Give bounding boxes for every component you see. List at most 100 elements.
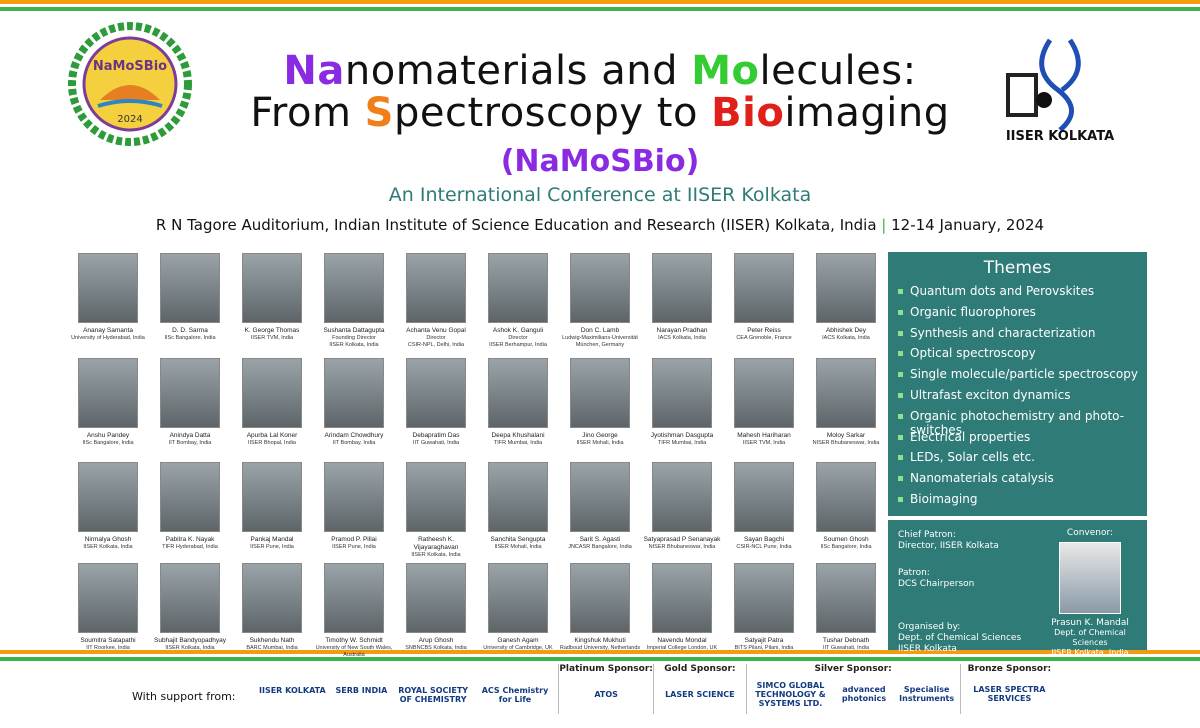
speaker-card: Satyaprasad P Senanayak NISER Bhubaneswar… [641,462,723,551]
speaker-name: Pankaj Mandal [250,536,294,543]
speaker-name: Sarit S. Agasti [579,536,621,543]
speaker-card: Soumen Ghosh IISc Bangalore, India [805,462,887,551]
supporters: IISER KOLKATA SERB INDIA ROYAL SOCIETY OF … [255,686,555,704]
speaker-affiliation: NISER Bhubaneswar, India [648,544,716,550]
speaker-affiliation: IISER Bhopal, India [247,440,296,446]
speaker-affiliation: Director [426,335,446,341]
speaker-affiliation: IISER Kolkata, India [411,552,461,558]
sponsor-logos: LASER SPECTRA SERVICES [961,674,1058,714]
speaker-name: Sukhendu Nath [249,637,295,644]
title-segment: Bio [711,90,785,136]
convenor-name: Prasun K. Mandal [1051,618,1129,628]
speaker-name: Peter Reiss [747,327,781,334]
speaker-affiliation: IISc Bangalore, India [820,544,872,550]
theme-item: Organic fluorophores [898,305,1147,326]
organizer-label: Patron: [898,568,930,578]
speaker-card: Moloy Sarkar NISER Bhubaneswar, India [805,358,887,447]
speaker-name: Arindam Chowdhury [324,432,384,439]
sponsor-logo: Specialise Instruments [899,685,955,703]
speaker-photo [160,563,220,633]
speaker-photo [160,358,220,428]
speaker-affiliation: TIFR Hyderabad, India [162,544,218,550]
sponsor-logos: SIMCO GLOBAL TECHNOLOGY & SYSTEMS LTD. ad… [747,674,960,714]
speaker-name: Satyajit Patra [744,637,784,644]
speaker-photo [570,253,630,323]
speaker-photo [160,462,220,532]
speaker-card: Sushanta Dattagupta Founding Director IISE… [313,253,395,349]
stripe [0,657,1200,661]
organizer-label: Organised by: [898,622,961,632]
sponsor-logo: SIMCO GLOBAL TECHNOLOGY & SYSTEMS LTD. [755,680,826,708]
speaker-card: Pramod P. Pillai IISER Pune, India [313,462,395,551]
speaker-photo [78,358,138,428]
speaker-affiliation: München, Germany [575,342,625,348]
speaker-affiliation: CSIR-NCL Pune, India [736,544,792,550]
acronym: (NaMoSBio) [500,144,700,179]
sponsor-logos: LASER SCIENCE [654,674,745,714]
supporter-logo: ACS Chemistry for Life [481,686,549,704]
speaker-name: Sanchita Sengupta [490,536,546,543]
speaker-photo [652,358,712,428]
speaker-photo [488,253,548,323]
speaker-affiliation: IISER Mohali, India [576,440,624,446]
speaker-name: Tushar Debnath [822,637,870,644]
organizer: Patron: DCS Chairperson [898,568,974,590]
speaker-affiliation: IISER TVM, India [742,440,786,446]
stripe [0,650,1200,654]
speaker-card: Don C. Lamb Ludwig-Maximilians-Universitä… [559,253,641,349]
speaker-name: Jyotishman Dasgupta [650,432,714,439]
speaker-photo [734,253,794,323]
title-line: From Spectroscopy to Bioimaging [0,90,1200,136]
supporter-logo: ROYAL SOCIETY OF CHEMISTRY [398,686,469,704]
speaker-name: Achanta Venu Gopal [406,327,466,334]
speaker-name: Narayan Pradhan [656,327,708,334]
speaker-affiliation: SNBNCBS Kolkata, India [405,645,467,651]
speaker-name: Ratheesh K. Vijayaraghavan [413,536,459,551]
speaker-name: Deepa Khushalani [491,432,545,439]
speaker-photo [78,462,138,532]
speaker-name: Nirmalya Ghosh [84,536,132,543]
speaker-card: Sarit S. Agasti JNCASR Bangalore, India [559,462,641,551]
speaker-affiliation: IISER Pune, India [250,544,294,550]
theme-item: Quantum dots and Perovskites [898,284,1147,305]
sponsor-tier: Bronze Sponsor: [967,664,1052,674]
speaker-affiliation: IISER Mohali, India [494,544,542,550]
theme-item: LEDs, Solar cells etc. [898,450,1147,471]
sponsor-logo: advanced photonics [841,685,887,703]
speaker-name: Apurba Lal Koner [246,432,298,439]
speaker-card: Subhajit Bandyopadhyay IISER Kolkata, Ind… [149,563,231,652]
sponsor-group: Gold Sponsor: LASER SCIENCE [653,664,745,714]
speaker-card: Peter Reiss CEA Grenoble, France [723,253,805,342]
title-segment: From [250,90,365,136]
speaker-photo [242,358,302,428]
speaker-name: D. D. Sarma [172,327,208,334]
sponsor-logo: LASER SCIENCE [665,689,735,699]
title-segment: Na [283,48,345,94]
speaker-card: Pankaj Mandal IISER Pune, India [231,462,313,551]
speaker-affiliation: Ludwig-Maximilians-Universität [562,335,638,341]
speaker-photo [816,253,876,323]
speaker-photo [324,253,384,323]
speaker-name: Mahesh Hariharan [737,432,791,439]
dates: 12-14 January, 2024 [891,216,1045,234]
speaker-name: K. George Thomas [244,327,300,334]
speaker-affiliation: IIT Bombay, India [168,440,212,446]
speaker-photo [242,462,302,532]
speaker-photo [734,462,794,532]
speaker-card: Sayan Bagchi CSIR-NCL Pune, India [723,462,805,551]
speaker-card: Anindya Datta IIT Bombay, India [149,358,231,447]
theme-item: Organic photochemistry and photo-switche… [898,409,1147,437]
speaker-card: Deepa Khushalani TIFR Mumbai, India [477,358,559,447]
supporter-logo: IISER KOLKATA [259,686,326,695]
speaker-photo [488,563,548,633]
venue: R N Tagore Auditorium, Indian Institute … [155,216,877,234]
speaker-affiliation: CEA Grenoble, France [736,335,792,341]
theme-item: Bioimaging [898,492,1147,513]
theme-item: Single molecule/particle spectroscopy [898,367,1147,388]
sponsor-group: Platinum Sponsor: ATOS [558,664,653,714]
speaker-photo [652,462,712,532]
logo-year: 2024 [117,114,142,125]
speaker-photo [816,563,876,633]
speaker-affiliation: Founding Director [332,335,376,341]
speaker-affiliation: IIT Guwahati, India [822,645,870,651]
